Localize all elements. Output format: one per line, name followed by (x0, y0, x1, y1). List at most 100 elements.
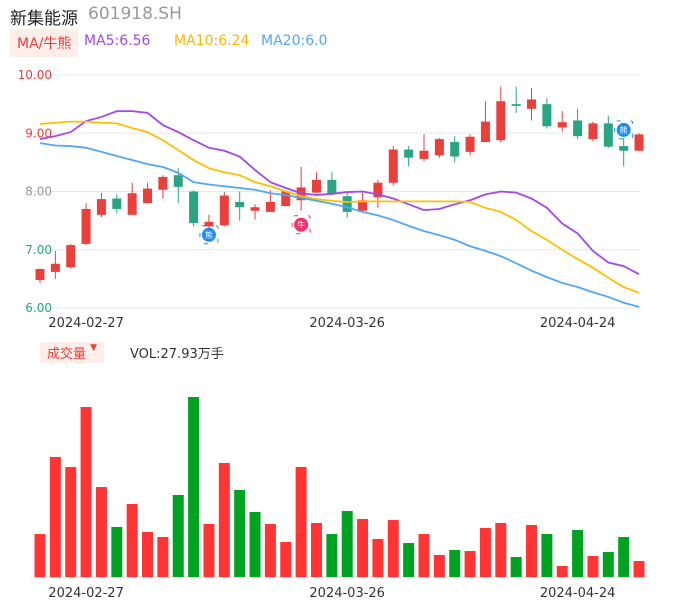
candle-body (96, 199, 106, 215)
bear-marker-frame (199, 225, 219, 245)
volume-value: VOL:27.93万手 (130, 347, 224, 362)
volume-bar (464, 550, 476, 577)
candle-body (603, 123, 613, 147)
volume-bar (572, 530, 584, 577)
volume-bar (203, 523, 215, 577)
candle-body (450, 141, 460, 157)
bull-marker-frame (291, 215, 311, 235)
volume-bar (218, 463, 230, 577)
volume-bar (510, 557, 522, 577)
bear-icon (616, 122, 631, 137)
candle-body (342, 196, 352, 212)
candle-body (465, 136, 475, 152)
volume-bar (280, 541, 292, 577)
candle-body (573, 120, 583, 137)
candle-body (527, 99, 537, 109)
candle-body (634, 134, 644, 151)
volume-bar (295, 467, 307, 577)
volume-bar (126, 503, 138, 577)
candle-body (66, 245, 76, 268)
candle-body (557, 122, 567, 128)
candle-body (373, 182, 383, 198)
volume-bar (65, 467, 77, 577)
x-tick-label: 2024-02-27 (48, 586, 124, 601)
candle-body (327, 179, 337, 195)
candle-body (81, 208, 91, 244)
volume-bar (403, 543, 415, 577)
volume-bar (326, 534, 338, 577)
volume-bar (541, 534, 553, 577)
caret-down-icon: ▼ (90, 343, 98, 353)
bear-marker-label: 熊 (205, 230, 213, 240)
candle-body (50, 263, 60, 272)
candle-body (158, 176, 168, 190)
bear-marker-label: 熊 (620, 125, 628, 135)
volume-bar (418, 534, 430, 577)
volume-bar (602, 552, 614, 577)
volume-bar (357, 519, 369, 577)
candle-body (173, 175, 183, 187)
candle-body (496, 101, 506, 141)
bull-marker-label: 牛 (297, 220, 305, 230)
ma5-legend: MA5:6.56 (84, 33, 151, 49)
candle-body (265, 201, 275, 212)
candle-body (250, 207, 260, 211)
ma20-legend: MA20:6.0 (261, 33, 328, 49)
x-tick-label: 2024-04-24 (540, 586, 616, 601)
candle-body (358, 200, 368, 211)
volume-bar (341, 510, 353, 577)
volume-bar (310, 523, 322, 577)
x-tick-label: 2024-03-26 (309, 586, 385, 601)
y-tick-label: 9.00 (25, 126, 52, 140)
candle-body (189, 191, 199, 223)
volume-bar (449, 550, 461, 577)
volume-bar (495, 523, 507, 577)
volume-bar (387, 519, 399, 577)
candle-body (419, 150, 429, 159)
x-tick-label: 2024-03-26 (309, 316, 385, 331)
volume-bar (95, 487, 107, 577)
volume-bar (249, 512, 261, 577)
candle-body (480, 121, 490, 142)
volume-bar (49, 457, 61, 577)
volume-bar (142, 532, 154, 577)
volume-bar (157, 537, 169, 577)
ma-toggle-button[interactable]: MA/牛熊 (10, 29, 79, 57)
volume-bar (80, 407, 92, 577)
bull-icon (294, 217, 309, 232)
candle-body (588, 123, 598, 140)
volume-bar (479, 528, 491, 577)
volume-bar (433, 554, 445, 577)
candle-body (619, 146, 629, 151)
ma20-line (39, 142, 640, 308)
volume-bar (111, 526, 123, 577)
volume-bar (587, 556, 599, 577)
volume-bar (526, 525, 538, 577)
indicator-label: 成交量 (47, 347, 87, 362)
candle-body (35, 268, 45, 281)
bear-icon (201, 227, 216, 242)
volume-bar (556, 565, 568, 577)
candle-body (112, 198, 122, 209)
candle-body (235, 201, 245, 208)
candle-body (434, 139, 444, 156)
candle-body (219, 195, 229, 226)
stock-code: 601918.SH (88, 4, 182, 24)
volume-bar (372, 539, 384, 577)
ma10-line (39, 120, 640, 294)
indicator-select-button[interactable]: 成交量 ▼ (40, 342, 105, 363)
volume-bar (188, 397, 200, 577)
volume-bar (234, 490, 246, 577)
candle-body (511, 104, 521, 106)
candle-body (542, 104, 552, 127)
x-tick-label: 2024-02-27 (48, 316, 124, 331)
y-tick-label: 10.00 (18, 68, 52, 82)
volume-bar (34, 534, 46, 577)
volume-bar (172, 494, 184, 577)
y-tick-label: 7.00 (25, 243, 52, 257)
candle-body (143, 188, 153, 204)
candle-body (127, 193, 137, 215)
candle-body (404, 149, 414, 158)
